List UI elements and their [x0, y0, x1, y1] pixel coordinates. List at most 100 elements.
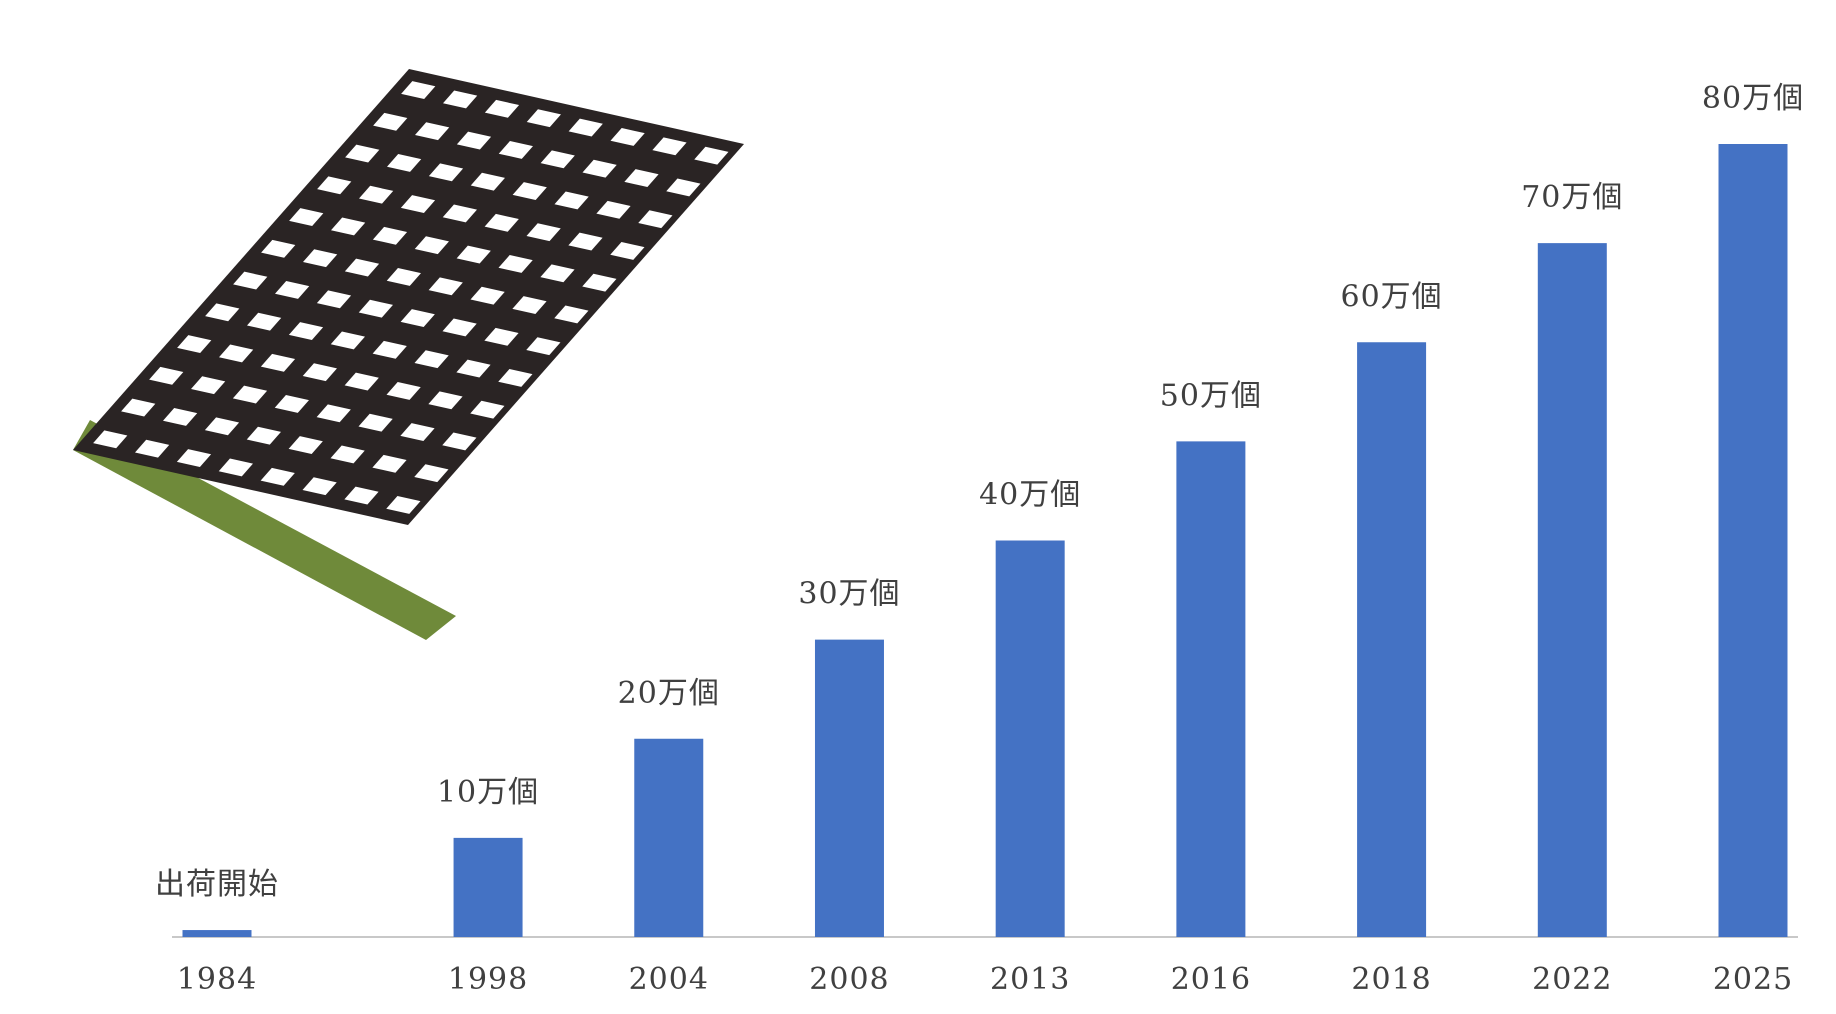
grate-hole [331, 217, 366, 236]
grate-hole [484, 99, 520, 118]
grate-hole [289, 208, 324, 227]
grate-hole [624, 169, 659, 188]
grate-hole [470, 400, 505, 419]
grate-hole [400, 309, 435, 328]
grate-hole [386, 496, 421, 514]
bar [1537, 243, 1607, 937]
grate-hole [246, 426, 281, 445]
x-tick-label: 2022 [1532, 962, 1612, 997]
grate-hole [415, 122, 450, 141]
grate-hole [470, 172, 505, 191]
grate-hole [302, 477, 337, 496]
grate-hole [540, 264, 575, 283]
x-tick-label: 2016 [1171, 962, 1251, 997]
value-label: 出荷開始 [155, 867, 279, 902]
grate-hole [330, 445, 365, 464]
value-label: 80万個 [1702, 81, 1804, 116]
grate-hole [93, 430, 128, 449]
grate-hole [177, 335, 212, 354]
grate-hole [219, 344, 254, 363]
grate-hole [582, 159, 617, 178]
grate-hole [330, 331, 365, 350]
grate-hole [540, 150, 575, 169]
grate-hole [428, 277, 463, 296]
grate-hole [121, 398, 156, 417]
x-tick-label: 2004 [629, 962, 709, 997]
grate-hole [288, 322, 324, 341]
grate-hole [316, 290, 352, 309]
grate-hole [275, 281, 310, 299]
grate-hole [163, 408, 198, 426]
bar [634, 738, 704, 937]
product-illustration [73, 69, 744, 640]
grate-hole [401, 81, 436, 100]
grate-hole [149, 366, 184, 385]
grate-hole [414, 350, 449, 369]
grate-hole [554, 305, 589, 324]
grate-hole [414, 236, 449, 255]
grate-hole [498, 141, 533, 159]
grate-hole [456, 245, 491, 264]
grate-hole [484, 213, 519, 232]
bar [814, 639, 884, 937]
grate-hole [414, 464, 449, 483]
grate-hole [400, 423, 435, 442]
value-label: 40万個 [979, 478, 1081, 513]
grate-hole [428, 163, 464, 182]
grate-hole [386, 382, 421, 400]
grate-hole [372, 454, 407, 473]
grate-hole [358, 299, 393, 318]
grate-hole [303, 249, 338, 268]
grate-hole [526, 109, 561, 128]
grate-hole [387, 154, 422, 172]
bar [1718, 144, 1788, 937]
grate-hole [260, 353, 296, 372]
grate-hole [344, 372, 379, 391]
grate-hole [484, 327, 519, 346]
grate-hole [232, 385, 268, 404]
grate-hole [443, 90, 478, 109]
grate-hole [638, 210, 673, 229]
grate-hole [666, 178, 701, 197]
grate-hole [442, 432, 477, 451]
grate-hole [512, 182, 547, 201]
grate-hole [233, 271, 268, 290]
bar [182, 930, 252, 937]
value-label: 70万個 [1521, 180, 1623, 215]
grate-hole [302, 363, 337, 382]
grate-hole [610, 128, 645, 146]
grate-hole [205, 303, 240, 322]
grate-hole [526, 223, 561, 242]
grate-hole [372, 340, 407, 359]
bar [1176, 441, 1246, 937]
value-label: 60万個 [1340, 279, 1442, 314]
grate-hole [373, 112, 408, 131]
grate-hole [428, 391, 463, 410]
x-tick-label: 2013 [990, 962, 1070, 997]
grate-hole [568, 232, 603, 251]
grate-hole [344, 258, 380, 277]
grate-hole [218, 458, 253, 477]
grate-hole [498, 369, 533, 387]
value-label: 20万個 [618, 676, 720, 711]
grate-hole [442, 204, 477, 223]
grate-hole [694, 146, 729, 165]
grate-hole [191, 376, 226, 395]
grate-hole [344, 486, 379, 505]
grate-hole [261, 239, 296, 258]
grate-hole [582, 273, 617, 292]
grate-hole [358, 413, 393, 432]
x-tick-label: 1984 [177, 962, 257, 997]
grate-hole [526, 337, 561, 356]
bar [1357, 342, 1427, 937]
x-tick-label: 2008 [809, 962, 889, 997]
grate-hole [386, 268, 421, 286]
grate-hole [470, 286, 505, 305]
value-label: 50万個 [1160, 378, 1262, 413]
grate-hole [135, 439, 170, 458]
grate-hole [176, 449, 212, 468]
grate-hole [498, 255, 533, 273]
grate-hole [359, 185, 394, 204]
grate-hole [554, 191, 589, 210]
